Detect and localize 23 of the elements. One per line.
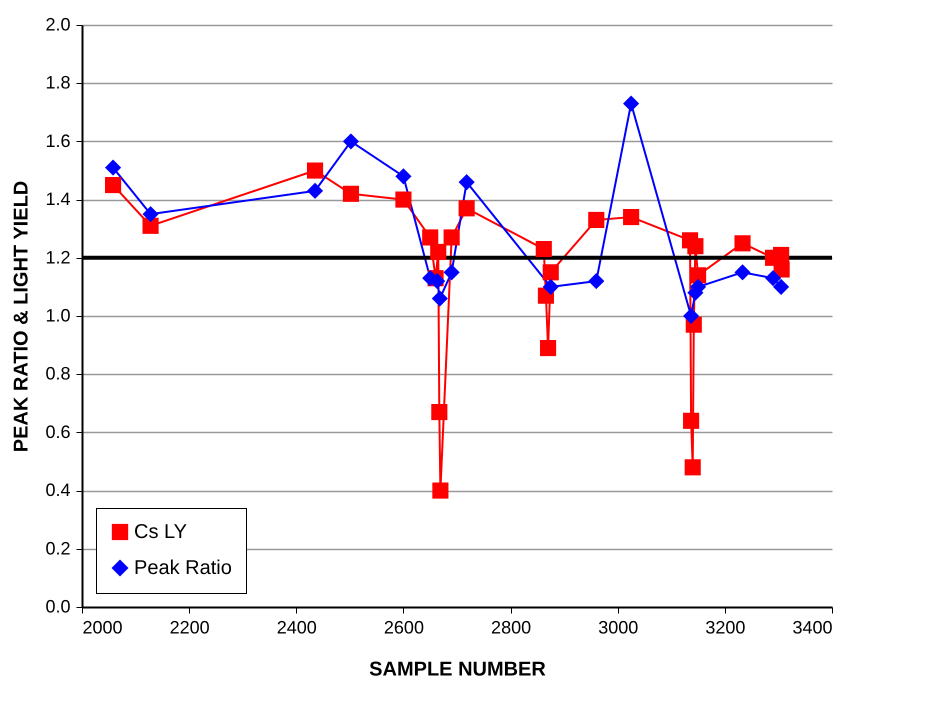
y-tick-label: 0.2	[45, 538, 70, 558]
y-axis-title: PEAK RATIO & LIGHT YIELD	[10, 180, 32, 452]
x-tick-label: 2400	[276, 618, 317, 638]
y-tick-label: 1.2	[45, 247, 70, 268]
y-tick-label: 0.0	[45, 596, 70, 616]
y-tick-label: 1.8	[45, 72, 70, 93]
legend-label: Peak Ratio	[134, 557, 232, 579]
x-tick-label: 2600	[384, 618, 424, 638]
x-tick-label: 2200	[170, 618, 210, 638]
x-tick-label: 2000	[82, 618, 123, 638]
y-tick-label: 1.4	[45, 189, 70, 210]
y-tick-label: 2.0	[45, 14, 70, 34]
y-tick-label: 0.8	[45, 364, 70, 384]
x-tick-label: 3400	[792, 618, 832, 638]
y-tick-label: 1.6	[45, 130, 70, 151]
x-tick-label: 2800	[491, 618, 532, 638]
x-axis-title: SAMPLE NUMBER	[369, 658, 546, 680]
y-tick-label: 1.0	[45, 306, 70, 326]
x-tick-label: 3200	[705, 618, 746, 638]
x-tick-label: 3000	[598, 618, 638, 638]
y-tick-label: 0.4	[45, 480, 70, 500]
y-tick-label: 0.6	[45, 422, 70, 442]
legend-label: Cs LY	[134, 521, 187, 543]
